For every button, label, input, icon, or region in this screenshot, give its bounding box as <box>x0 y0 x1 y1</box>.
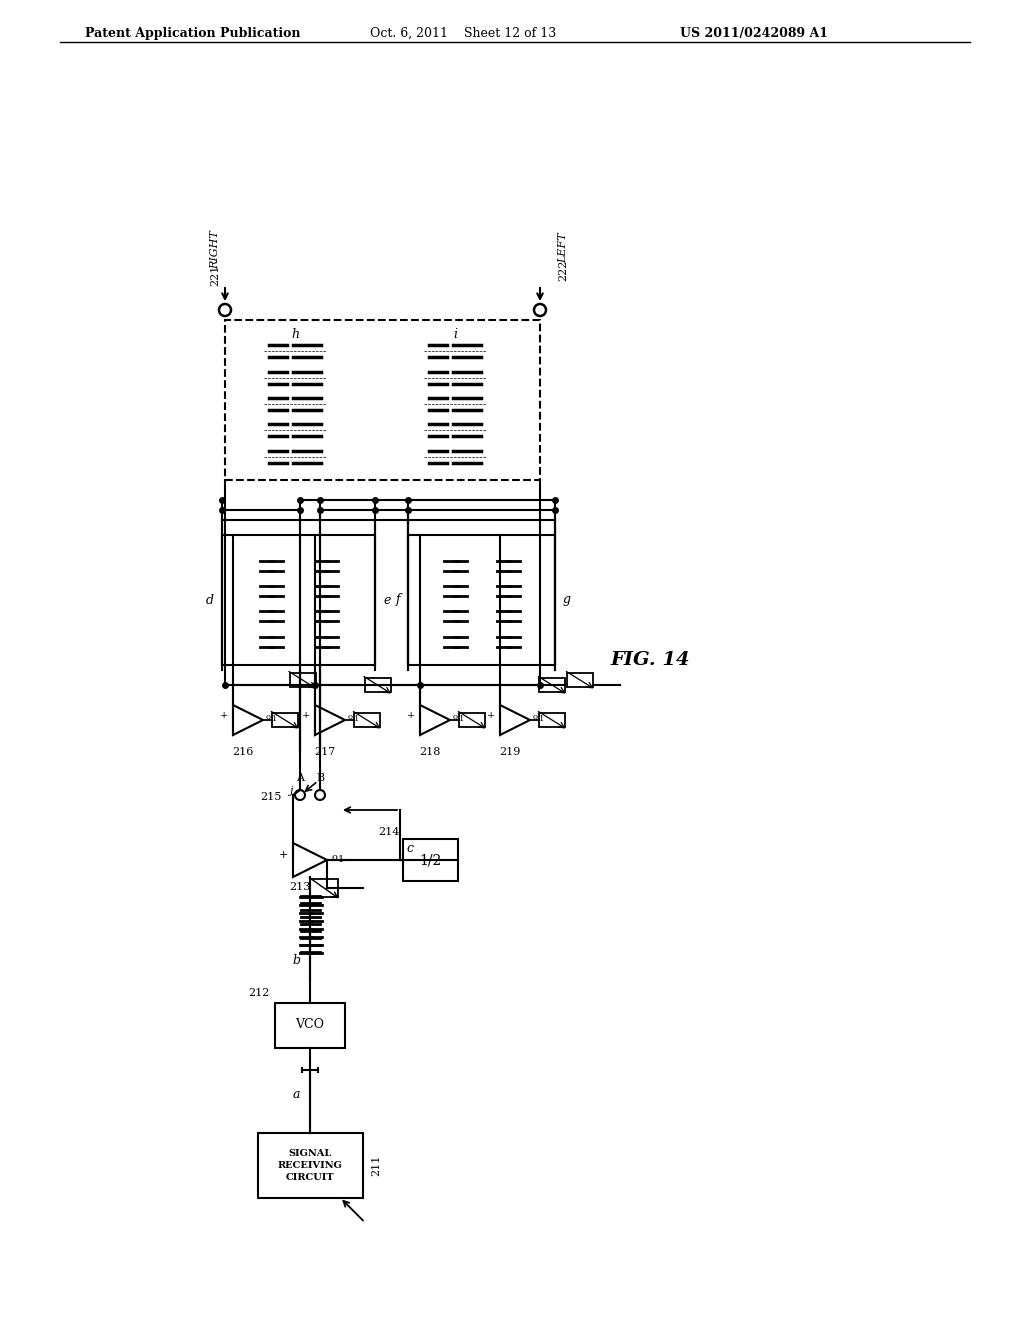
Text: 1: 1 <box>459 715 464 723</box>
Text: +: + <box>486 710 495 719</box>
Text: o: o <box>534 713 538 721</box>
Bar <box>257 1133 362 1197</box>
Bar <box>567 673 593 686</box>
Text: RECEIVING: RECEIVING <box>278 1160 342 1170</box>
Text: +: + <box>220 710 228 719</box>
Text: 215: 215 <box>261 792 282 803</box>
Text: 219: 219 <box>499 747 520 756</box>
Text: 217: 217 <box>314 747 335 756</box>
Bar <box>539 678 565 692</box>
Text: 218: 218 <box>419 747 440 756</box>
Bar <box>402 840 458 880</box>
Text: o: o <box>266 713 271 721</box>
Bar <box>275 1002 345 1048</box>
Bar <box>290 673 315 686</box>
Text: RIGHT: RIGHT <box>210 231 220 269</box>
Bar <box>310 879 338 898</box>
Text: 221: 221 <box>210 264 220 285</box>
Text: 1: 1 <box>338 854 344 863</box>
Text: e: e <box>383 594 390 606</box>
Bar <box>354 713 380 727</box>
Text: +: + <box>407 710 415 719</box>
Text: o: o <box>453 713 458 721</box>
Text: o: o <box>348 713 353 721</box>
Bar <box>222 535 375 665</box>
Text: FIG. 14: FIG. 14 <box>610 651 690 669</box>
Text: +: + <box>302 710 310 719</box>
Text: o: o <box>331 853 337 862</box>
Text: b: b <box>292 953 300 966</box>
Text: a: a <box>293 1089 300 1101</box>
Text: US 2011/0242089 A1: US 2011/0242089 A1 <box>680 26 828 40</box>
Text: LEFT: LEFT <box>558 232 568 263</box>
Text: VCO: VCO <box>296 1019 325 1031</box>
Text: 1: 1 <box>272 715 278 723</box>
Text: 222: 222 <box>558 259 568 281</box>
Text: j: j <box>290 785 293 796</box>
Bar <box>459 713 485 727</box>
Text: 1/2: 1/2 <box>419 853 441 867</box>
Text: i: i <box>453 329 457 342</box>
Text: Patent Application Publication: Patent Application Publication <box>85 26 300 40</box>
Bar <box>272 713 298 727</box>
Text: g: g <box>563 594 571 606</box>
Text: 211: 211 <box>372 1154 382 1176</box>
Text: f: f <box>395 594 400 606</box>
Text: Oct. 6, 2011    Sheet 12 of 13: Oct. 6, 2011 Sheet 12 of 13 <box>370 26 556 40</box>
Text: 1: 1 <box>354 715 359 723</box>
Text: d: d <box>206 594 214 606</box>
Bar <box>365 678 390 692</box>
Text: CIRCUIT: CIRCUIT <box>286 1172 334 1181</box>
Bar <box>408 535 555 665</box>
Text: A: A <box>296 774 304 783</box>
Text: 212: 212 <box>249 989 270 998</box>
Bar <box>539 713 565 727</box>
Text: 213: 213 <box>289 882 310 892</box>
Text: h: h <box>291 329 299 342</box>
Text: 214: 214 <box>378 828 399 837</box>
Text: B: B <box>316 774 324 783</box>
Text: +: + <box>279 850 288 861</box>
Bar <box>225 319 540 480</box>
Text: 1: 1 <box>539 715 545 723</box>
Text: SIGNAL: SIGNAL <box>289 1148 332 1158</box>
Text: 216: 216 <box>232 747 253 756</box>
Text: c: c <box>406 842 413 855</box>
